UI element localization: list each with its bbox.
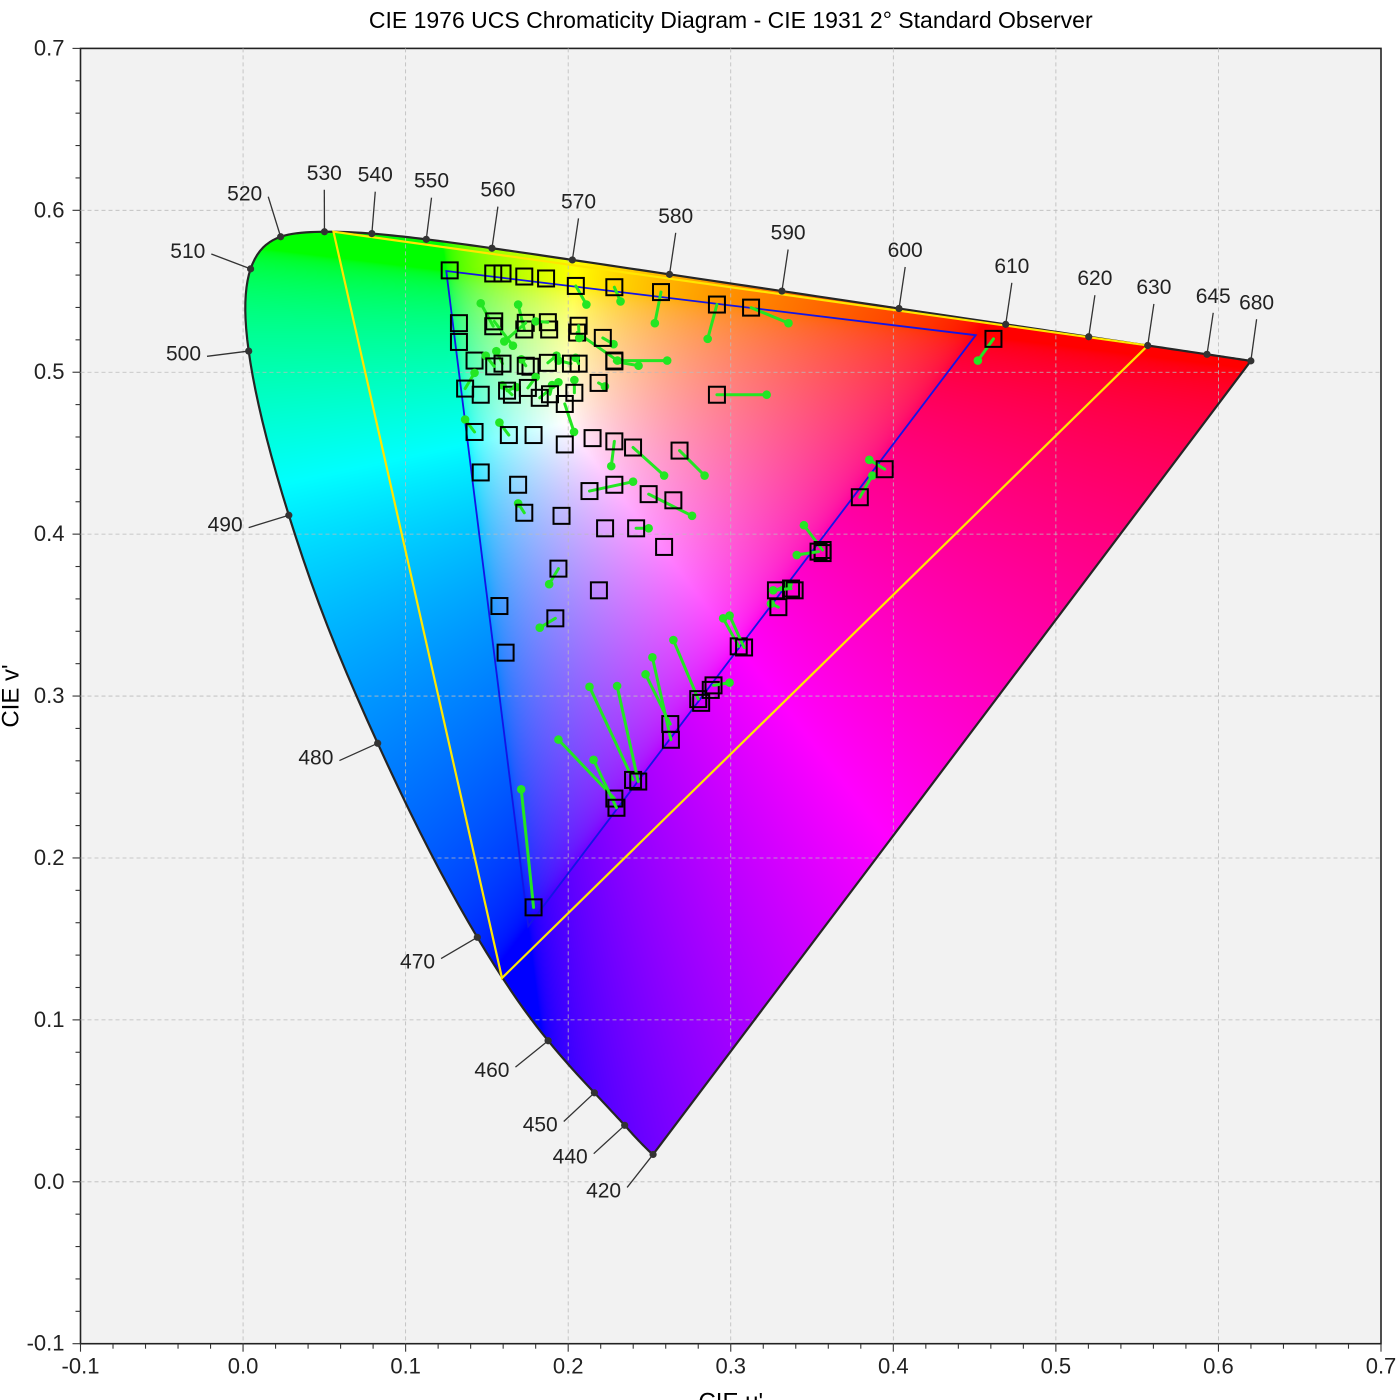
svg-text:620: 620 <box>1077 267 1112 290</box>
svg-text:560: 560 <box>480 179 515 202</box>
svg-text:510: 510 <box>170 240 205 263</box>
svg-text:0.6: 0.6 <box>1203 1354 1234 1379</box>
svg-text:0.5: 0.5 <box>1041 1354 1072 1379</box>
svg-text:0.3: 0.3 <box>715 1354 746 1379</box>
svg-text:0.7: 0.7 <box>1366 1354 1397 1379</box>
svg-text:630: 630 <box>1136 276 1171 299</box>
svg-text:0.1: 0.1 <box>390 1354 421 1379</box>
svg-text:0.1: 0.1 <box>34 1007 65 1032</box>
svg-text:0.2: 0.2 <box>34 845 65 870</box>
svg-text:CIE u': CIE u' <box>698 1389 763 1400</box>
svg-text:0.4: 0.4 <box>878 1354 909 1379</box>
svg-text:610: 610 <box>994 255 1029 278</box>
svg-text:0.7: 0.7 <box>34 35 65 60</box>
svg-text:0.6: 0.6 <box>34 197 65 222</box>
svg-text:500: 500 <box>166 342 201 365</box>
svg-text:0.3: 0.3 <box>34 683 65 708</box>
svg-text:CIE v': CIE v' <box>0 664 25 727</box>
svg-text:0.0: 0.0 <box>228 1354 259 1379</box>
svg-text:530: 530 <box>307 162 342 185</box>
svg-text:520: 520 <box>227 183 262 206</box>
svg-text:480: 480 <box>298 747 333 770</box>
svg-text:420: 420 <box>586 1179 621 1202</box>
svg-text:460: 460 <box>474 1059 509 1082</box>
svg-text:0.0: 0.0 <box>34 1169 65 1194</box>
svg-text:580: 580 <box>658 205 693 228</box>
svg-text:-0.1: -0.1 <box>62 1354 100 1379</box>
svg-text:0.2: 0.2 <box>553 1354 584 1379</box>
svg-text:590: 590 <box>771 222 806 245</box>
svg-text:440: 440 <box>553 1146 588 1169</box>
svg-text:0.5: 0.5 <box>34 359 65 384</box>
svg-text:600: 600 <box>888 239 923 262</box>
svg-text:490: 490 <box>208 514 243 537</box>
svg-text:570: 570 <box>561 190 596 213</box>
svg-text:450: 450 <box>523 1114 558 1137</box>
svg-text:CIE 1976 UCS Chromaticity Diag: CIE 1976 UCS Chromaticity Diagram - CIE … <box>369 7 1093 33</box>
svg-text:550: 550 <box>414 170 449 193</box>
svg-text:-0.1: -0.1 <box>27 1331 65 1356</box>
svg-text:470: 470 <box>400 951 435 974</box>
svg-text:0.4: 0.4 <box>34 521 65 546</box>
svg-text:540: 540 <box>358 164 393 187</box>
svg-text:645: 645 <box>1196 285 1231 308</box>
svg-text:680: 680 <box>1239 291 1274 314</box>
